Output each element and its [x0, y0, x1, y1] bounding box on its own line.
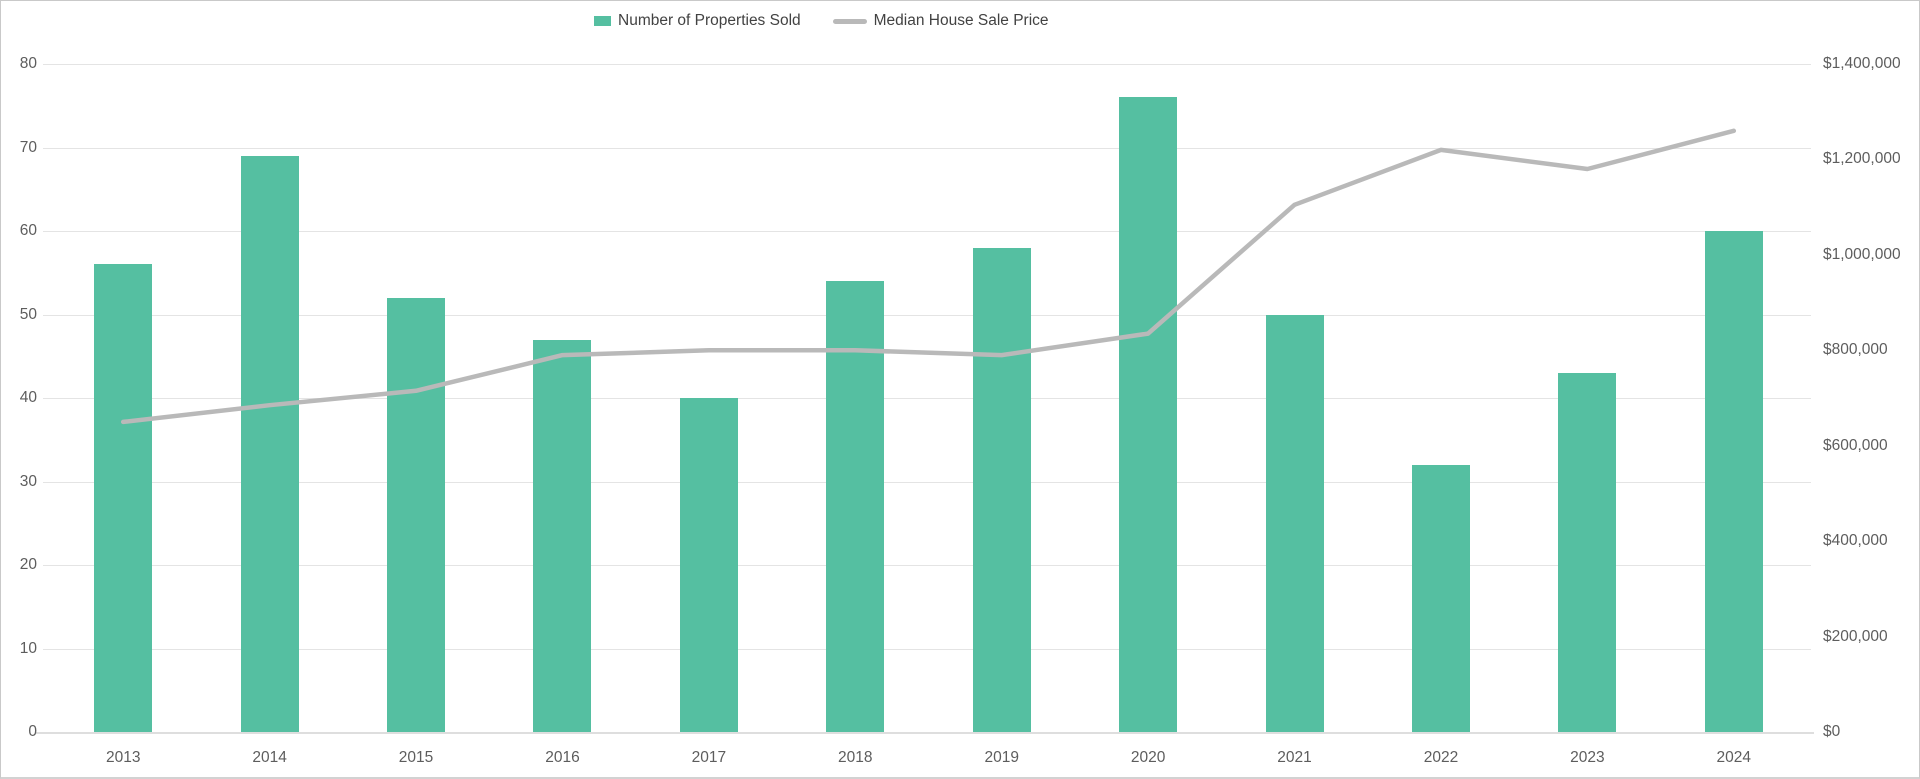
- right-axis-tick-label: $0: [1823, 723, 1841, 740]
- right-axis-tick-label: $1,400,000: [1823, 55, 1901, 72]
- bar-series-swatch-icon: [594, 16, 611, 26]
- right-axis-tick-label: $1,200,000: [1823, 150, 1901, 168]
- right-axis-tick-label: $200,000: [1823, 627, 1888, 645]
- gridline: [43, 565, 1811, 566]
- left-axis-tick-label: 60: [19, 222, 37, 239]
- x-axis-label-2015: 2015: [398, 749, 434, 766]
- x-axis-label-2021: 2021: [1277, 749, 1312, 766]
- gridline: [43, 147, 1811, 149]
- left-axis-tick-label: 20: [19, 556, 37, 573]
- gridline: [43, 231, 1811, 232]
- bar-2024: [1704, 231, 1763, 732]
- gridline: [43, 64, 1811, 65]
- x-axis-label-2020: 2020: [1130, 749, 1166, 766]
- bar-2014: [240, 155, 299, 732]
- x-axis-label-2019: 2019: [984, 749, 1019, 766]
- left-axis-tick-label: 30: [19, 472, 37, 490]
- gridline: [43, 314, 1811, 316]
- bar-2020: [1119, 97, 1178, 732]
- median-price-polyline: [120, 128, 1737, 425]
- bar-2013: [94, 264, 153, 732]
- left-axis-tick-label: 40: [19, 389, 37, 406]
- bar-2018: [826, 281, 885, 732]
- right-axis-tick-label: $400,000: [1823, 532, 1888, 550]
- chart-legend: Number of Properties Sold Median House S…: [594, 12, 1049, 30]
- right-axis-tick-label: $800,000: [1823, 341, 1888, 359]
- x-axis-label-2018: 2018: [838, 749, 873, 766]
- left-axis-tick-label: 80: [19, 55, 37, 72]
- x-axis-baseline: [36, 732, 1814, 734]
- line-series-swatch-icon: [832, 18, 867, 24]
- bar-2015: [387, 297, 446, 732]
- x-axis-label-2014: 2014: [252, 749, 287, 766]
- right-axis-tick-label: $600,000: [1823, 436, 1888, 454]
- left-axis-tick-label: 50: [19, 305, 37, 323]
- bar-2023: [1558, 372, 1617, 732]
- left-axis-tick-label: 10: [19, 639, 37, 657]
- x-axis-label-2022: 2022: [1423, 749, 1459, 766]
- x-axis-label-2017: 2017: [691, 749, 727, 766]
- legend-label: Number of Properties Sold: [618, 12, 801, 29]
- bar-2017: [679, 398, 738, 732]
- bar-2022: [1411, 464, 1470, 732]
- gridline: [43, 481, 1811, 483]
- legend-item-properties-sold: Number of Properties Sold: [594, 12, 801, 30]
- right-axis-tick-label: $1,000,000: [1823, 245, 1901, 263]
- gridline: [43, 648, 1811, 650]
- x-axis-label-2013: 2013: [105, 749, 141, 766]
- gridline: [43, 398, 1811, 399]
- bar-2021: [1265, 314, 1324, 732]
- left-axis-tick-label: 0: [28, 723, 37, 740]
- bar-2019: [972, 247, 1031, 732]
- legend-label: Median House Sale Price: [873, 12, 1049, 29]
- left-axis-tick-label: 70: [19, 138, 37, 156]
- x-axis-label-2016: 2016: [545, 749, 580, 766]
- x-axis-label-2023: 2023: [1570, 749, 1605, 766]
- bar-2016: [533, 339, 592, 732]
- x-axis-label-2024: 2024: [1716, 749, 1752, 766]
- line-series-median-price: [120, 128, 1737, 425]
- legend-item-median-price: Median House Sale Price: [832, 12, 1049, 30]
